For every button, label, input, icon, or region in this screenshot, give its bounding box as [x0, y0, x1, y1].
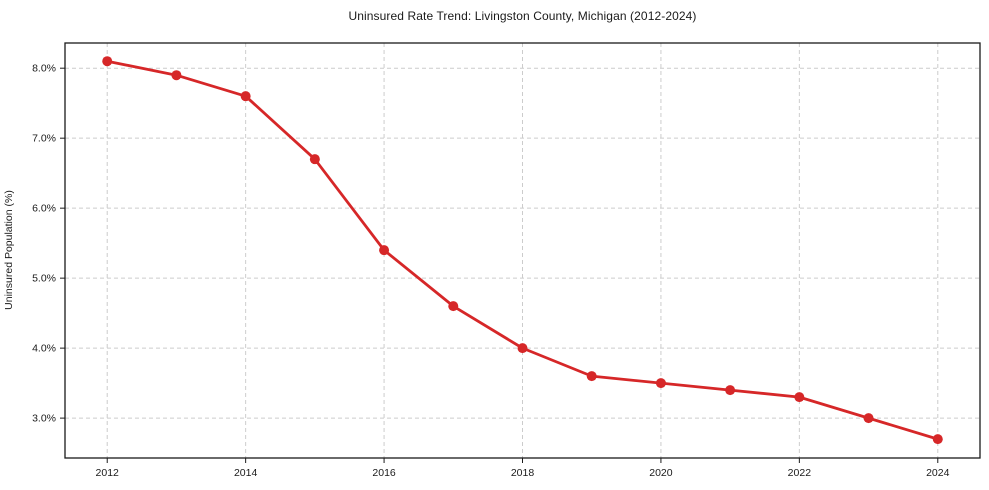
data-point — [102, 56, 113, 67]
data-point — [171, 70, 182, 81]
y-tick-label: 8.0% — [32, 63, 56, 75]
data-point — [932, 434, 943, 445]
chart-title: Uninsured Rate Trend: Livingston County,… — [348, 9, 697, 23]
data-point — [240, 91, 251, 102]
x-tick-label: 2014 — [234, 467, 258, 479]
x-tick-label: 2024 — [926, 467, 950, 479]
x-tick-label: 2020 — [649, 467, 673, 479]
x-tick-label: 2022 — [788, 467, 812, 479]
data-point — [863, 413, 874, 424]
x-tick-label: 2012 — [96, 467, 120, 479]
y-tick-label: 4.0% — [32, 343, 56, 355]
data-point — [448, 301, 459, 312]
y-tick-label: 5.0% — [32, 273, 56, 285]
y-tick-label: 6.0% — [32, 203, 56, 215]
y-tick-label: 3.0% — [32, 413, 56, 425]
data-point — [517, 343, 528, 354]
y-tick-label: 7.0% — [32, 133, 56, 145]
data-point — [725, 385, 736, 396]
y-axis-label: Uninsured Population (%) — [3, 190, 15, 310]
data-point — [794, 392, 805, 403]
x-tick-label: 2016 — [372, 467, 396, 479]
data-point — [309, 154, 320, 165]
data-point — [586, 371, 597, 382]
x-tick-label: 2018 — [511, 467, 535, 479]
data-point — [655, 378, 666, 389]
data-point — [379, 245, 390, 256]
